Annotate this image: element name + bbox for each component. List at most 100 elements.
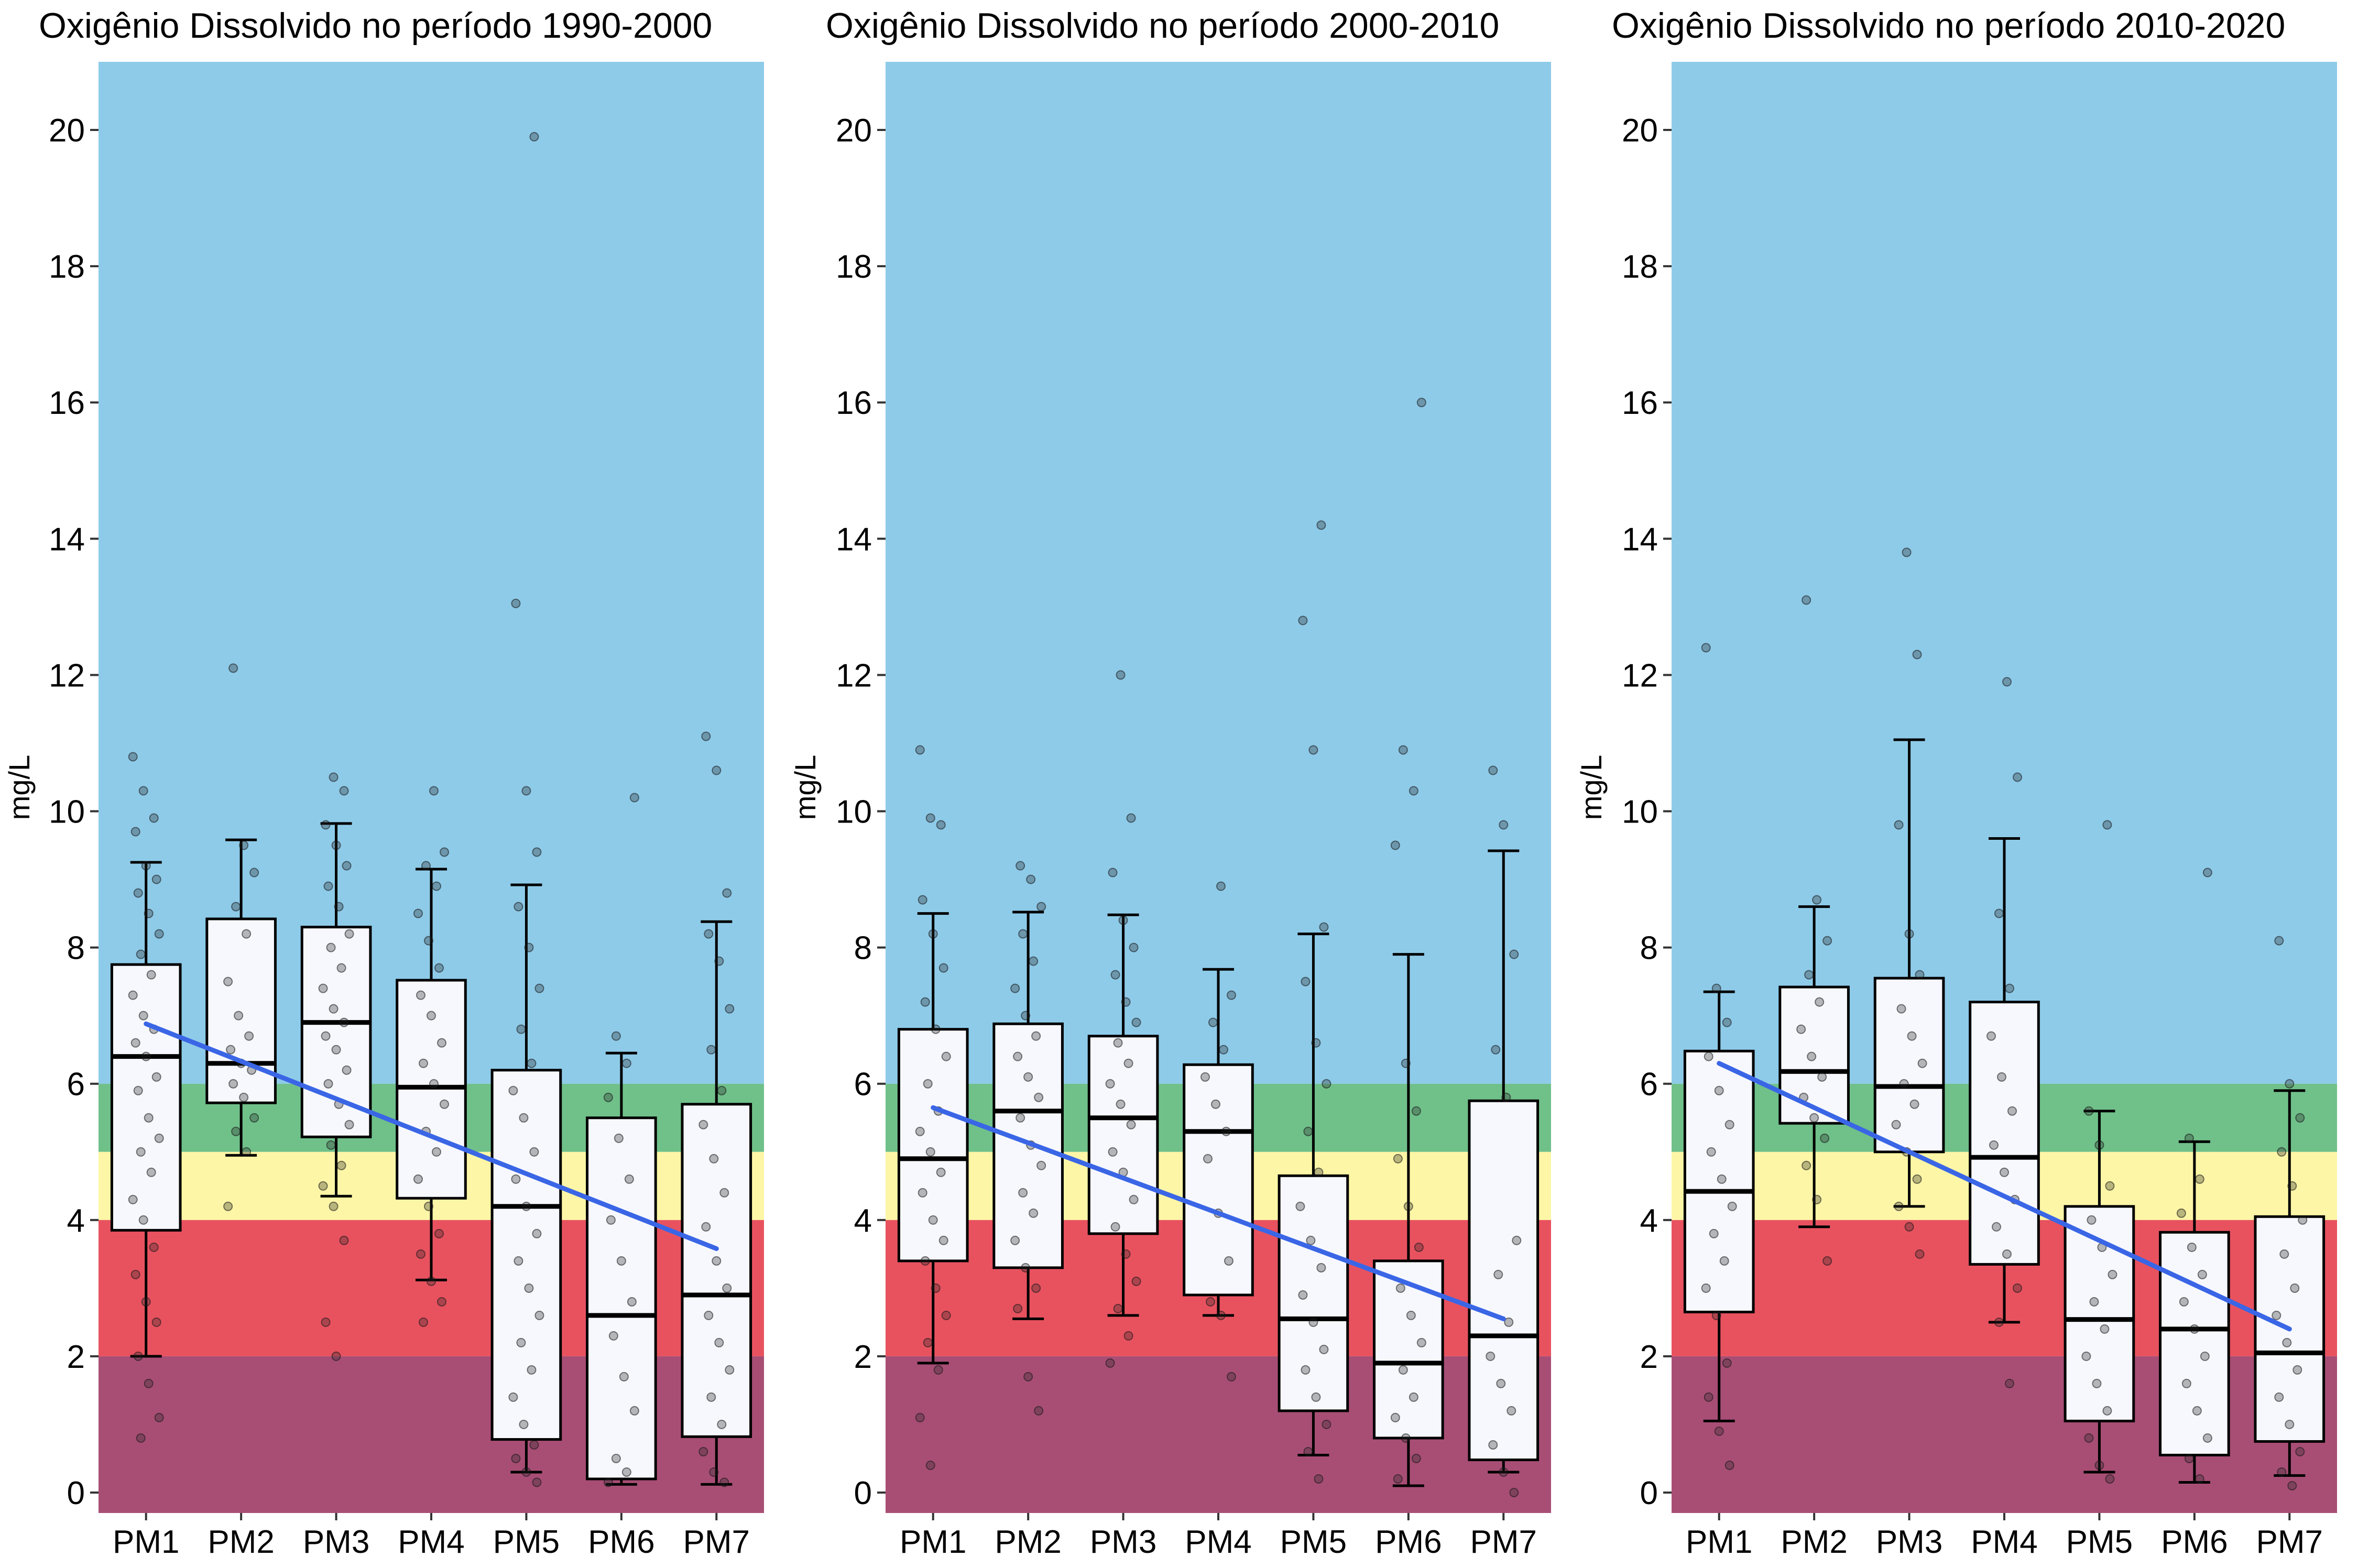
data-point	[2202, 868, 2212, 878]
data-point	[701, 1222, 711, 1232]
data-point	[440, 1099, 449, 1109]
data-point	[704, 929, 714, 939]
data-point	[1706, 1147, 1716, 1157]
data-point	[326, 1140, 336, 1150]
data-point	[706, 1045, 716, 1055]
data-point	[429, 786, 439, 796]
data-point	[1812, 1194, 1822, 1204]
data-point	[154, 929, 164, 939]
box-pm3	[300, 822, 372, 1198]
data-point	[1904, 929, 1914, 939]
x-tick-label: PM3	[303, 1524, 369, 1560]
data-point	[437, 1297, 446, 1307]
data-point	[915, 1126, 925, 1136]
box-iqr	[1969, 1001, 2040, 1266]
data-point	[527, 1058, 537, 1068]
box-iqr	[490, 1069, 562, 1441]
x-tick-label: PM7	[2256, 1524, 2323, 1560]
data-point	[223, 977, 233, 986]
data-point	[1016, 861, 1025, 871]
data-point	[1807, 1051, 1817, 1061]
box-pm7	[681, 920, 752, 1486]
y-tick-label: 4	[67, 1203, 85, 1239]
data-point	[1105, 1079, 1115, 1089]
data-point	[2092, 1378, 2102, 1388]
data-point	[1110, 970, 1120, 980]
y-tick-label: 2	[67, 1339, 85, 1375]
data-point	[925, 1147, 935, 1157]
data-point	[1724, 1460, 1734, 1470]
data-point	[1113, 1038, 1123, 1048]
data-point	[151, 1317, 161, 1327]
data-point	[627, 1297, 637, 1307]
data-point	[1891, 1120, 1901, 1130]
data-point	[1809, 1113, 1819, 1123]
data-point	[2087, 1215, 2097, 1225]
data-point	[1416, 1337, 1426, 1347]
data-point	[2272, 1310, 2281, 1320]
data-point	[621, 1467, 631, 1477]
data-point	[923, 1337, 933, 1347]
data-point	[146, 970, 156, 980]
data-point	[1224, 1256, 1233, 1266]
data-point	[1994, 908, 2004, 918]
data-point	[1314, 1167, 1324, 1177]
chart-panel-1: Oxigênio Dissolvido no período 1990-2000…	[3, 6, 764, 1560]
box-iqr	[1183, 1063, 1254, 1297]
data-point	[2197, 1269, 2207, 1279]
data-point	[1227, 1372, 1236, 1381]
x-tick-label: PM3	[1876, 1524, 1942, 1560]
data-point	[1411, 1106, 1421, 1116]
data-point	[532, 1477, 542, 1487]
data-point	[1899, 1079, 1909, 1089]
data-point	[709, 1154, 719, 1164]
data-point	[2002, 1249, 2012, 1259]
data-point	[336, 1160, 346, 1170]
data-point	[925, 1460, 935, 1470]
data-point	[1036, 902, 1046, 912]
data-point	[1322, 1419, 1331, 1429]
data-point	[611, 1031, 621, 1041]
data-point	[936, 820, 946, 830]
y-tick-label: 10	[49, 794, 85, 830]
y-tick-label: 14	[1622, 521, 1658, 557]
data-point	[1116, 670, 1126, 680]
data-point	[534, 983, 544, 993]
data-point	[1023, 1372, 1033, 1381]
x-tick-label: PM4	[1185, 1524, 1251, 1560]
data-point	[923, 1079, 933, 1089]
data-point	[621, 1058, 631, 1068]
y-tick-label: 6	[67, 1067, 85, 1103]
box-iqr	[2159, 1231, 2230, 1456]
data-point	[1308, 1317, 1318, 1327]
data-point	[1018, 1188, 1028, 1198]
data-point	[1894, 1201, 1904, 1211]
data-point	[1802, 1160, 1811, 1170]
data-point	[524, 1283, 534, 1293]
data-point	[714, 956, 724, 966]
data-point	[2184, 1453, 2194, 1463]
data-point	[2277, 1467, 2287, 1477]
box-pm1	[110, 861, 182, 1358]
data-point	[239, 840, 249, 850]
data-point	[1034, 1092, 1044, 1102]
data-point	[938, 1235, 948, 1245]
y-tick-label: 8	[1640, 930, 1658, 967]
data-point	[524, 942, 534, 952]
data-point	[1902, 547, 1912, 557]
y-tick-label: 18	[1622, 249, 1658, 285]
data-point	[1496, 1378, 1506, 1388]
y-tick-label: 16	[836, 385, 872, 421]
data-point	[1817, 1072, 1827, 1082]
data-point	[719, 1188, 729, 1198]
data-point	[1403, 1201, 1413, 1211]
data-point	[717, 1085, 727, 1095]
data-point	[2290, 1283, 2300, 1293]
data-point	[1701, 643, 1711, 653]
data-point	[1395, 1283, 1405, 1293]
data-point	[2100, 1324, 2110, 1334]
data-point	[928, 1215, 938, 1225]
data-point	[318, 1181, 328, 1191]
data-point	[2084, 1106, 2094, 1116]
